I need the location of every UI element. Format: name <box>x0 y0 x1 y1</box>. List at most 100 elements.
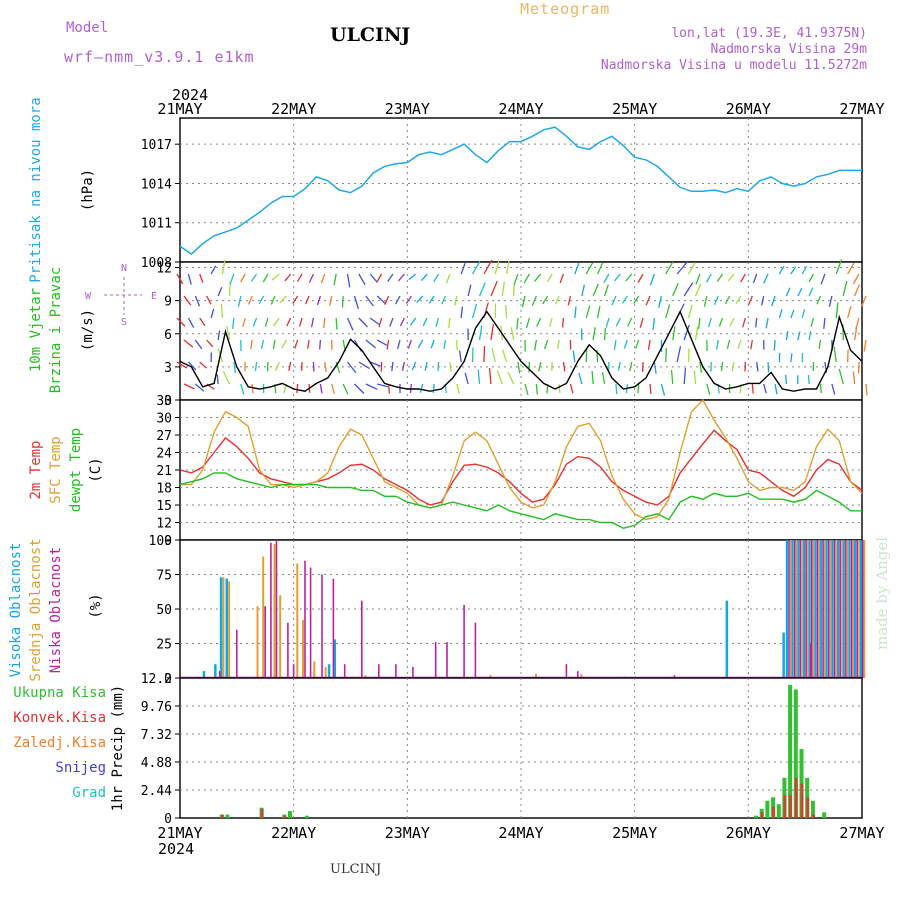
wind-arrow <box>763 383 767 394</box>
cloud-bar-mid <box>273 544 276 678</box>
wind-arrow <box>199 317 206 326</box>
wind-arrow <box>658 295 663 308</box>
temperature-ytick-label: 33 <box>156 394 172 409</box>
wind-arrow <box>854 284 861 297</box>
wind-arrow <box>585 305 591 319</box>
wind-arrow <box>627 317 633 327</box>
cloud-bar-low <box>236 629 238 678</box>
wind-arrow <box>346 361 357 374</box>
cloud-bar-mid <box>302 620 304 678</box>
cloud-bar-low <box>292 664 295 678</box>
wind-ytick-label: 0 <box>164 394 172 409</box>
temperature-ytick-label: 27 <box>156 429 172 444</box>
precip-bar-conv <box>811 814 815 818</box>
cloud-bar-mid <box>863 540 866 678</box>
wind-arrow <box>716 339 719 350</box>
cloud-bar-low <box>810 643 812 678</box>
wind-arrow <box>416 295 424 304</box>
cloud-bar-low <box>361 600 363 678</box>
wind-arrow <box>756 361 759 372</box>
temperature-ytick-label: 9 <box>164 534 172 549</box>
wind-arrow <box>507 371 515 385</box>
cloud-bar-mid <box>801 540 803 678</box>
wind-arrow <box>578 372 583 385</box>
precip-bar-total <box>793 689 798 818</box>
cloud-bar-mid <box>256 606 259 678</box>
cloud-bar-mid <box>222 577 225 678</box>
wind-arrow <box>517 361 521 374</box>
wind-arrow <box>310 317 315 328</box>
wind-arrow <box>810 317 815 327</box>
cloud-bar-low <box>828 540 830 678</box>
wind-arrow <box>740 273 746 283</box>
wind-frame <box>179 261 863 401</box>
pressure-ytick-label: 1014 <box>141 177 172 192</box>
wind-arrow <box>555 295 560 305</box>
wind-arrow <box>232 317 235 329</box>
cloud-bar-high <box>802 540 806 678</box>
wind-arrow <box>820 273 826 285</box>
wind-arrow <box>376 339 388 346</box>
wind-arrow <box>229 273 235 285</box>
wind-arrow <box>737 339 742 349</box>
wind-arrow <box>633 295 640 305</box>
cloud-bar-low <box>275 540 278 678</box>
wind-arrow <box>233 361 237 373</box>
cloud-bar-high <box>333 639 336 678</box>
wind-arrow <box>417 339 424 349</box>
pressure-line <box>179 126 862 256</box>
wind-arrow <box>449 361 452 372</box>
cloud-bar-mid <box>580 673 583 678</box>
wind-arrow <box>574 306 577 319</box>
cloud-bar-low <box>287 622 289 678</box>
wind-arrow <box>513 273 519 286</box>
wind-arrow <box>653 361 657 374</box>
wind-arrow <box>853 327 858 341</box>
wind-arrow <box>548 317 553 327</box>
wind-arrow <box>771 295 776 307</box>
wind-arrow <box>494 259 500 275</box>
wind-arrow <box>365 339 377 349</box>
precip-bar-conv <box>260 808 264 818</box>
cloud-bar-low <box>845 540 847 678</box>
cloud-bar-low <box>434 642 437 678</box>
wind-arrow <box>523 273 530 284</box>
cloud-bar-high <box>819 540 823 678</box>
clouds-ytick-label: 100 <box>149 534 172 549</box>
wind-arrow <box>296 383 299 394</box>
wind-arrow <box>835 259 843 275</box>
wind-arrow <box>713 295 719 305</box>
cloud-bar-mid <box>313 661 316 678</box>
wind-arrow <box>687 348 690 363</box>
temperature-ytick-label: 12 <box>156 517 172 532</box>
wind-arrow <box>621 295 628 304</box>
cloud-bar-high <box>837 540 840 678</box>
wind-arrow <box>176 361 188 369</box>
wind-arrow <box>865 383 868 396</box>
wind-arrow <box>448 317 451 328</box>
wind-arrow <box>647 339 651 350</box>
wind-arrow <box>765 317 769 329</box>
cloud-bar-high <box>859 540 862 678</box>
wind-arrow <box>847 262 855 275</box>
wind-arrow <box>456 383 461 394</box>
wind-arrow <box>524 383 529 396</box>
cloud-bar-low <box>463 604 465 678</box>
wind-arrow <box>194 383 205 392</box>
cloud-bar-low <box>270 542 272 678</box>
cloud-bar-low <box>395 664 397 678</box>
wind-arrow <box>693 370 697 385</box>
wind-arrow <box>833 346 837 363</box>
wind-arrow <box>281 339 287 349</box>
precip-ytick-label: 4.88 <box>141 756 172 771</box>
wind-arrow <box>807 374 810 385</box>
pressure-ytick-label: 1011 <box>141 217 172 232</box>
wind-arrow <box>262 273 269 283</box>
wind-arrow <box>422 317 428 327</box>
wind-arrow <box>365 383 378 390</box>
bottom-date-label: 22MAY <box>271 824 316 842</box>
wind-arrow <box>307 339 310 349</box>
wind-arrow <box>699 361 703 373</box>
wind-arrow <box>467 284 472 297</box>
wind-arrow <box>391 361 394 372</box>
